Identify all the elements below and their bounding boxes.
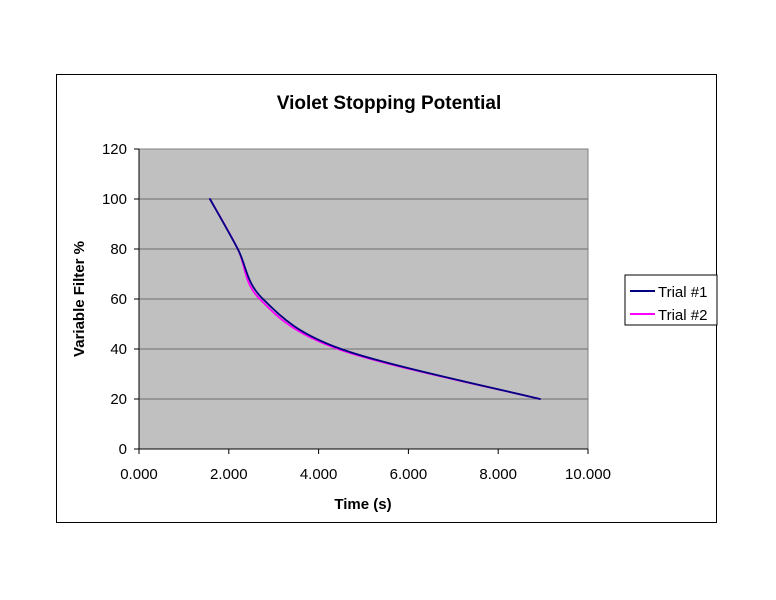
x-tick-label: 0.000 [120, 466, 158, 483]
series-layer [209, 198, 541, 400]
series-line-trial-1 [209, 198, 541, 400]
y-tick-label: 60 [110, 291, 127, 308]
y-tick-label: 20 [110, 391, 127, 408]
x-tick-label: 6.000 [390, 466, 428, 483]
y-tick-label: 100 [102, 191, 127, 208]
legend-label-trial-1: Trial #1 [658, 284, 707, 301]
y-tick-label: 0 [119, 441, 127, 458]
x-tick-label: 2.000 [210, 466, 248, 483]
legend-box [624, 274, 718, 326]
gridlines [139, 198, 588, 400]
y-tick-label: 120 [102, 141, 127, 158]
x-tick-label: 4.000 [300, 466, 338, 483]
x-tick-label: 8.000 [479, 466, 517, 483]
y-axis-label: Variable Filter % [71, 241, 88, 357]
legend: Trial #1 Trial #2 [624, 274, 718, 326]
chart-canvas: Violet Stopping Potential 0 20 40 60 80 100 12… [71, 93, 718, 513]
legend-label-trial-2: Trial #2 [658, 307, 707, 324]
x-axis-tick-labels: 0.000 2.000 4.000 6.000 8.000 10.000 [120, 466, 611, 483]
y-tick-label: 40 [110, 341, 127, 358]
axes [134, 148, 589, 454]
y-tick-label: 80 [110, 241, 127, 258]
x-axis-label: Time (s) [334, 496, 391, 513]
chart-frame: Violet Stopping Potential 0 20 40 60 80 100 12… [56, 74, 718, 523]
chart-title: Violet Stopping Potential [277, 93, 501, 114]
x-tick-label: 10.000 [565, 466, 611, 483]
y-axis-tick-labels: 0 20 40 60 80 100 120 [102, 141, 127, 458]
